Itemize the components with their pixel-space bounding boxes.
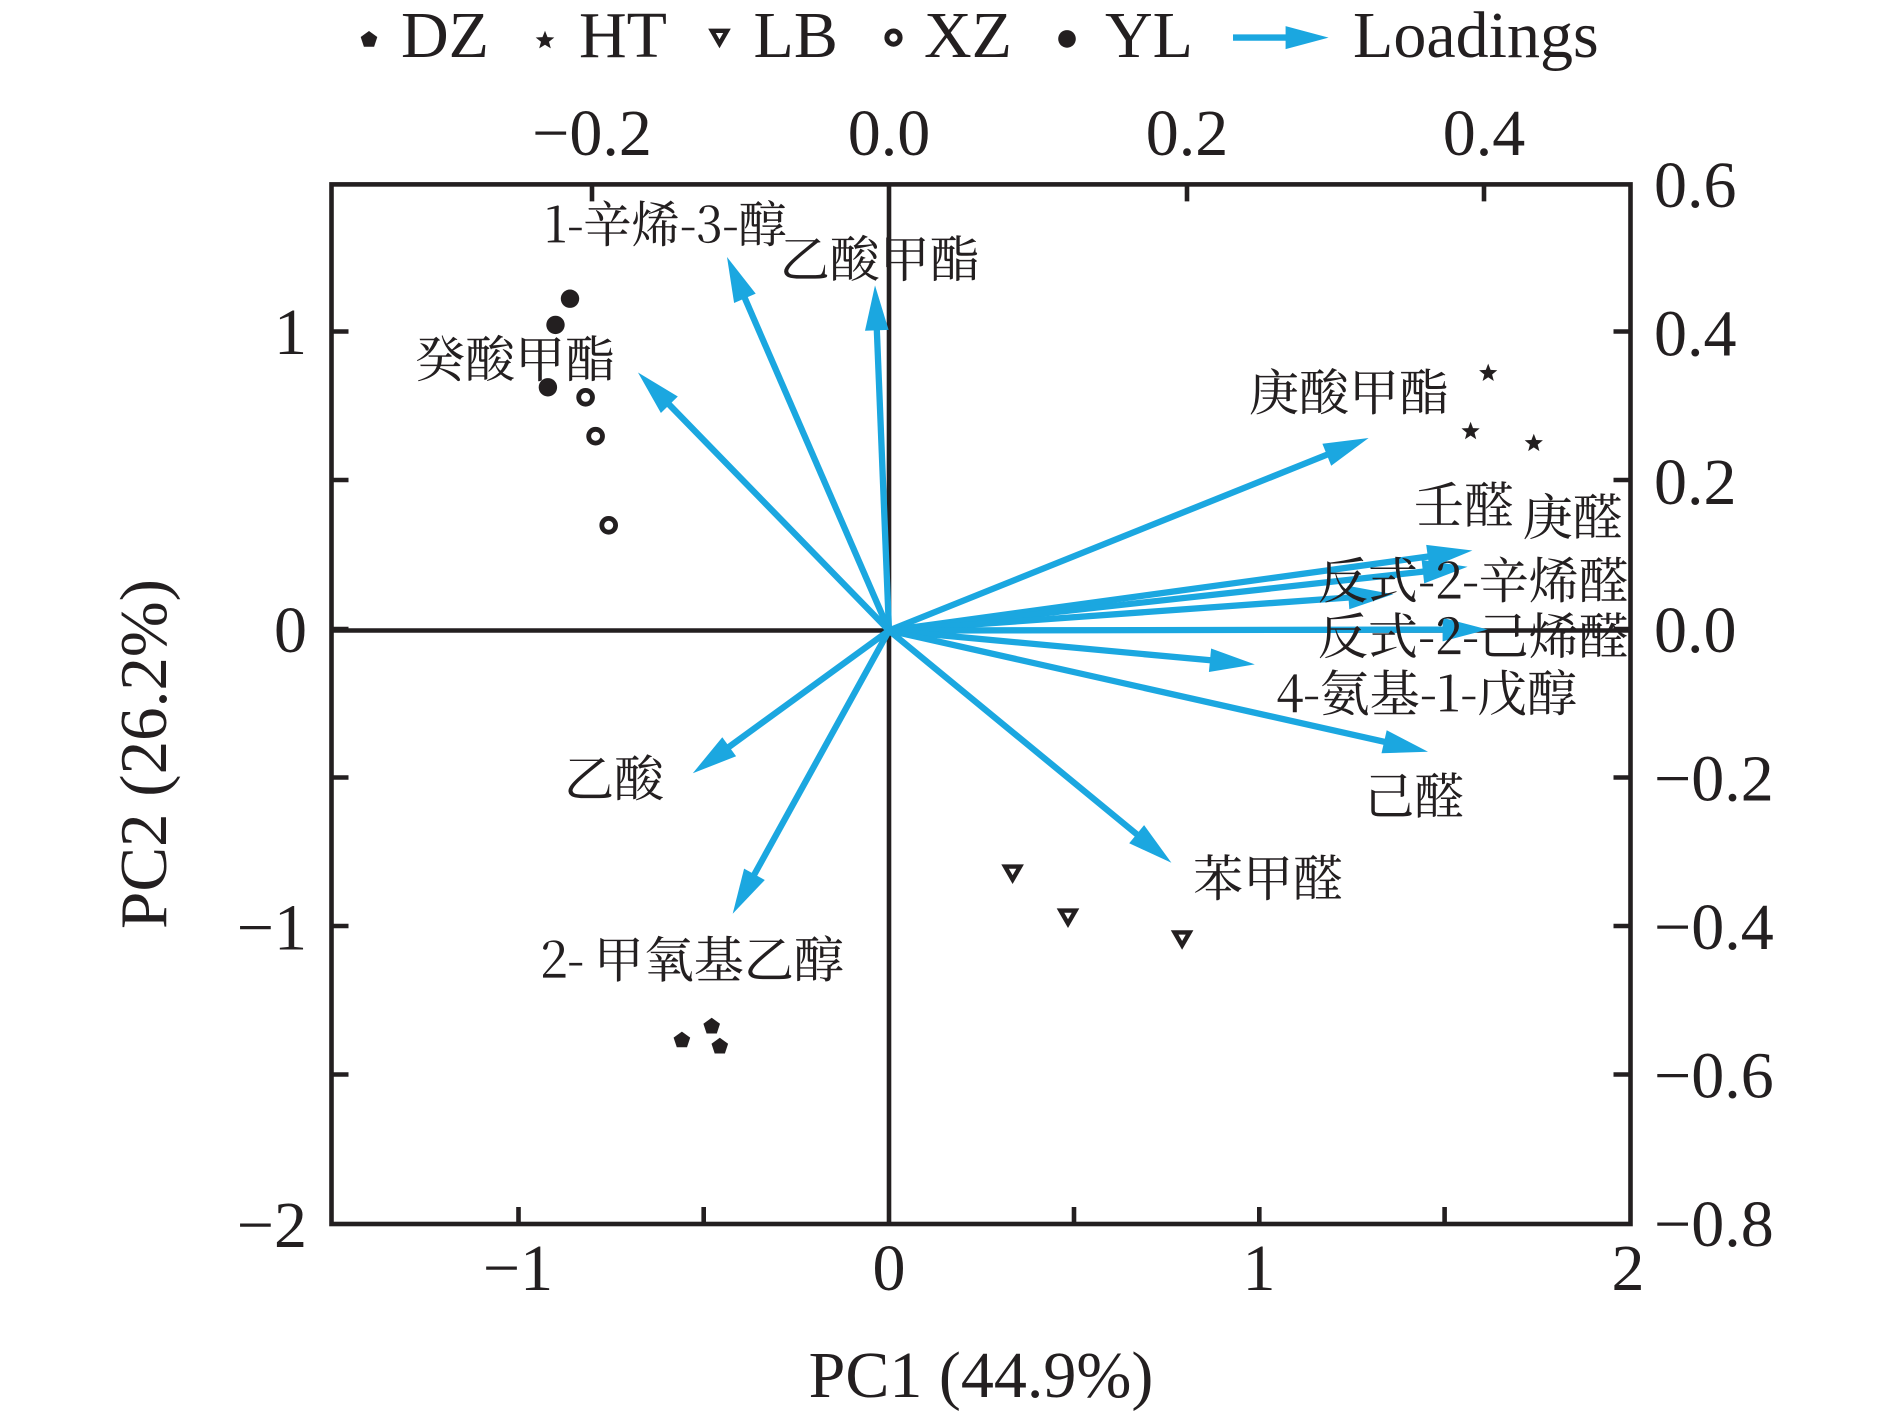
svg-text:0.2: 0.2 xyxy=(1654,446,1737,519)
svg-text:−0.8: −0.8 xyxy=(1654,1188,1774,1261)
svg-text:0.2: 0.2 xyxy=(1146,97,1229,170)
svg-text:0.6: 0.6 xyxy=(1654,149,1737,222)
svg-text:0: 0 xyxy=(873,1232,906,1305)
svg-text:DZ: DZ xyxy=(401,0,489,72)
svg-text:PC2 (26.2%): PC2 (26.2%) xyxy=(107,579,181,929)
svg-text:2: 2 xyxy=(1612,1232,1645,1305)
svg-text:XZ: XZ xyxy=(924,0,1012,72)
svg-text:0: 0 xyxy=(274,594,307,667)
svg-text:−1: −1 xyxy=(237,892,307,965)
svg-text:0.4: 0.4 xyxy=(1654,298,1737,371)
svg-text:−2: −2 xyxy=(237,1189,307,1262)
svg-text:−0.2: −0.2 xyxy=(1654,743,1774,816)
svg-text:−0.2: −0.2 xyxy=(532,97,652,170)
svg-text:−1: −1 xyxy=(483,1232,553,1305)
svg-text:−0.6: −0.6 xyxy=(1654,1040,1774,1113)
svg-text:0.0: 0.0 xyxy=(848,97,931,170)
svg-text:1: 1 xyxy=(1243,1232,1276,1305)
svg-text:LB: LB xyxy=(754,0,838,72)
svg-text:0.4: 0.4 xyxy=(1443,97,1526,170)
svg-text:1: 1 xyxy=(274,296,307,369)
svg-text:0.0: 0.0 xyxy=(1654,594,1737,667)
svg-text:HT: HT xyxy=(579,0,667,72)
svg-text:YL: YL xyxy=(1105,0,1193,72)
svg-text:−0.4: −0.4 xyxy=(1654,891,1774,964)
svg-text:PC1 (44.9%): PC1 (44.9%) xyxy=(809,1339,1154,1412)
svg-text:Loadings: Loadings xyxy=(1353,0,1599,72)
